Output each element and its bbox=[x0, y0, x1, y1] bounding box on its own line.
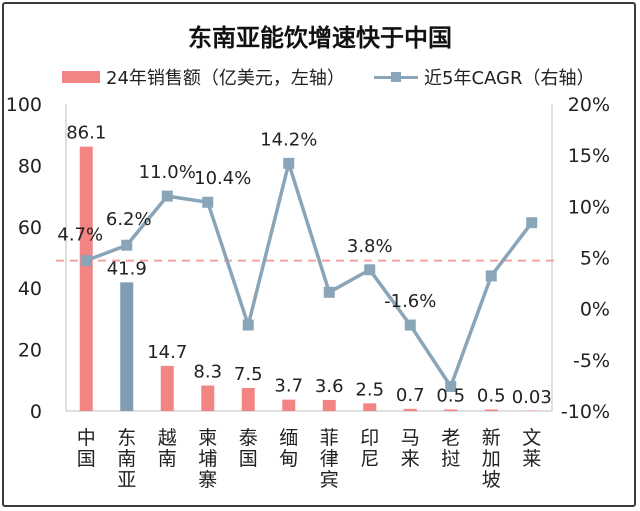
cagr-point bbox=[404, 319, 416, 331]
category-label: 文 bbox=[522, 427, 541, 449]
bar bbox=[525, 410, 539, 411]
bar bbox=[79, 146, 93, 411]
category-label: 泰 bbox=[239, 427, 258, 449]
right-tick-label: -5% bbox=[573, 350, 610, 372]
category-label: 东 bbox=[117, 427, 136, 449]
category-label: 莱 bbox=[522, 448, 541, 470]
category-label: 中 bbox=[77, 427, 96, 449]
category-label: 尼 bbox=[360, 448, 379, 470]
line-value-label: 3.8% bbox=[347, 236, 393, 257]
category-label: 宾 bbox=[320, 469, 339, 491]
cagr-point bbox=[283, 157, 295, 169]
bar-value-label: 2.5 bbox=[355, 379, 384, 400]
bar-value-label: 86.1 bbox=[66, 123, 106, 144]
left-tick-label: 40 bbox=[18, 278, 42, 300]
cagr-point bbox=[80, 255, 92, 267]
category-label: 挝 bbox=[441, 448, 460, 470]
category-label: 柬 bbox=[198, 427, 217, 449]
cagr-point bbox=[445, 380, 457, 392]
left-tick-label: 80 bbox=[18, 155, 42, 177]
line-value-label: 6.2% bbox=[106, 209, 152, 230]
category-label: 埔 bbox=[198, 448, 217, 470]
bar-value-label: 3.7 bbox=[274, 376, 303, 397]
right-tick-label: -10% bbox=[561, 401, 610, 423]
left-tick-label: 100 bbox=[6, 94, 42, 116]
bar bbox=[120, 282, 134, 411]
left-tick-label: 0 bbox=[30, 401, 42, 423]
category-label: 律 bbox=[320, 448, 339, 470]
category-label: 国 bbox=[239, 448, 258, 470]
right-tick-label: 0% bbox=[580, 299, 610, 321]
bar-value-label: 0.5 bbox=[436, 385, 465, 406]
legend-swatch-line bbox=[374, 71, 418, 83]
cagr-point bbox=[161, 190, 173, 202]
line-value-label: 14.2% bbox=[260, 129, 317, 150]
left-tick-label: 20 bbox=[18, 340, 42, 362]
legend-swatch-bar bbox=[62, 71, 100, 83]
category-label: 南 bbox=[158, 448, 177, 470]
category-label: 马 bbox=[401, 427, 420, 449]
cagr-point bbox=[485, 270, 497, 282]
line-value-label: -1.6% bbox=[384, 291, 436, 312]
category-label: 缅 bbox=[279, 427, 298, 449]
bar bbox=[444, 409, 458, 411]
bar-value-label: 0.7 bbox=[396, 385, 425, 406]
category-label: 新 bbox=[482, 427, 501, 449]
legend-label-cagr: 近5年CAGR（右轴） bbox=[424, 68, 595, 89]
category-label: 越 bbox=[158, 427, 177, 449]
category-label: 加 bbox=[482, 448, 501, 470]
bar bbox=[282, 399, 296, 411]
right-tick-label: 10% bbox=[568, 196, 610, 218]
right-tick-label: 20% bbox=[568, 94, 610, 116]
bar bbox=[484, 409, 498, 411]
bar bbox=[160, 365, 174, 411]
bar-value-label: 14.7 bbox=[147, 342, 187, 363]
right-tick-label: 15% bbox=[568, 145, 610, 167]
right-tick-label: 5% bbox=[580, 248, 610, 270]
bar-value-label: 3.6 bbox=[315, 376, 344, 397]
bar-value-label: 0.03 bbox=[512, 387, 552, 408]
category-label: 国 bbox=[77, 448, 96, 470]
bar bbox=[322, 399, 336, 411]
cagr-point bbox=[526, 217, 538, 229]
cagr-point bbox=[202, 196, 214, 208]
bar bbox=[201, 385, 215, 411]
bar bbox=[363, 403, 377, 411]
cagr-point bbox=[121, 239, 133, 251]
cagr-point bbox=[242, 319, 254, 331]
category-label: 甸 bbox=[279, 448, 298, 470]
bar-value-label: 8.3 bbox=[193, 362, 222, 383]
category-label: 亚 bbox=[117, 469, 136, 491]
cagr-point bbox=[323, 286, 335, 298]
line-value-label: 11.0% bbox=[139, 162, 196, 183]
category-label: 寨 bbox=[198, 469, 217, 491]
category-label: 坡 bbox=[482, 469, 501, 491]
legend-item-sales: 24年销售额（亿美元，左轴） bbox=[62, 64, 345, 90]
cagr-line bbox=[85, 161, 534, 389]
bar-value-label: 0.5 bbox=[477, 385, 506, 406]
line-value-label: 10.4% bbox=[194, 168, 251, 189]
category-label: 南 bbox=[117, 448, 136, 470]
category-label: 老 bbox=[441, 427, 460, 449]
bar bbox=[403, 408, 417, 411]
category-label: 印 bbox=[360, 427, 379, 449]
cagr-point bbox=[364, 264, 376, 276]
category-label: 来 bbox=[401, 448, 420, 470]
chart-legend: 24年销售额（亿美元，左轴） 近5年CAGR（右轴） bbox=[0, 64, 640, 94]
legend-item-cagr: 近5年CAGR（右轴） bbox=[374, 64, 594, 90]
bar-value-label: 41.9 bbox=[107, 258, 147, 279]
left-tick-label: 60 bbox=[18, 217, 42, 239]
bar bbox=[241, 387, 255, 411]
legend-label-sales: 24年销售额（亿美元，左轴） bbox=[106, 68, 345, 89]
chart-title: 东南亚能饮增速快于中国 bbox=[188, 24, 452, 52]
line-value-label: 4.7% bbox=[57, 225, 103, 246]
category-label: 菲 bbox=[320, 427, 339, 449]
bar-value-label: 7.5 bbox=[234, 364, 263, 385]
